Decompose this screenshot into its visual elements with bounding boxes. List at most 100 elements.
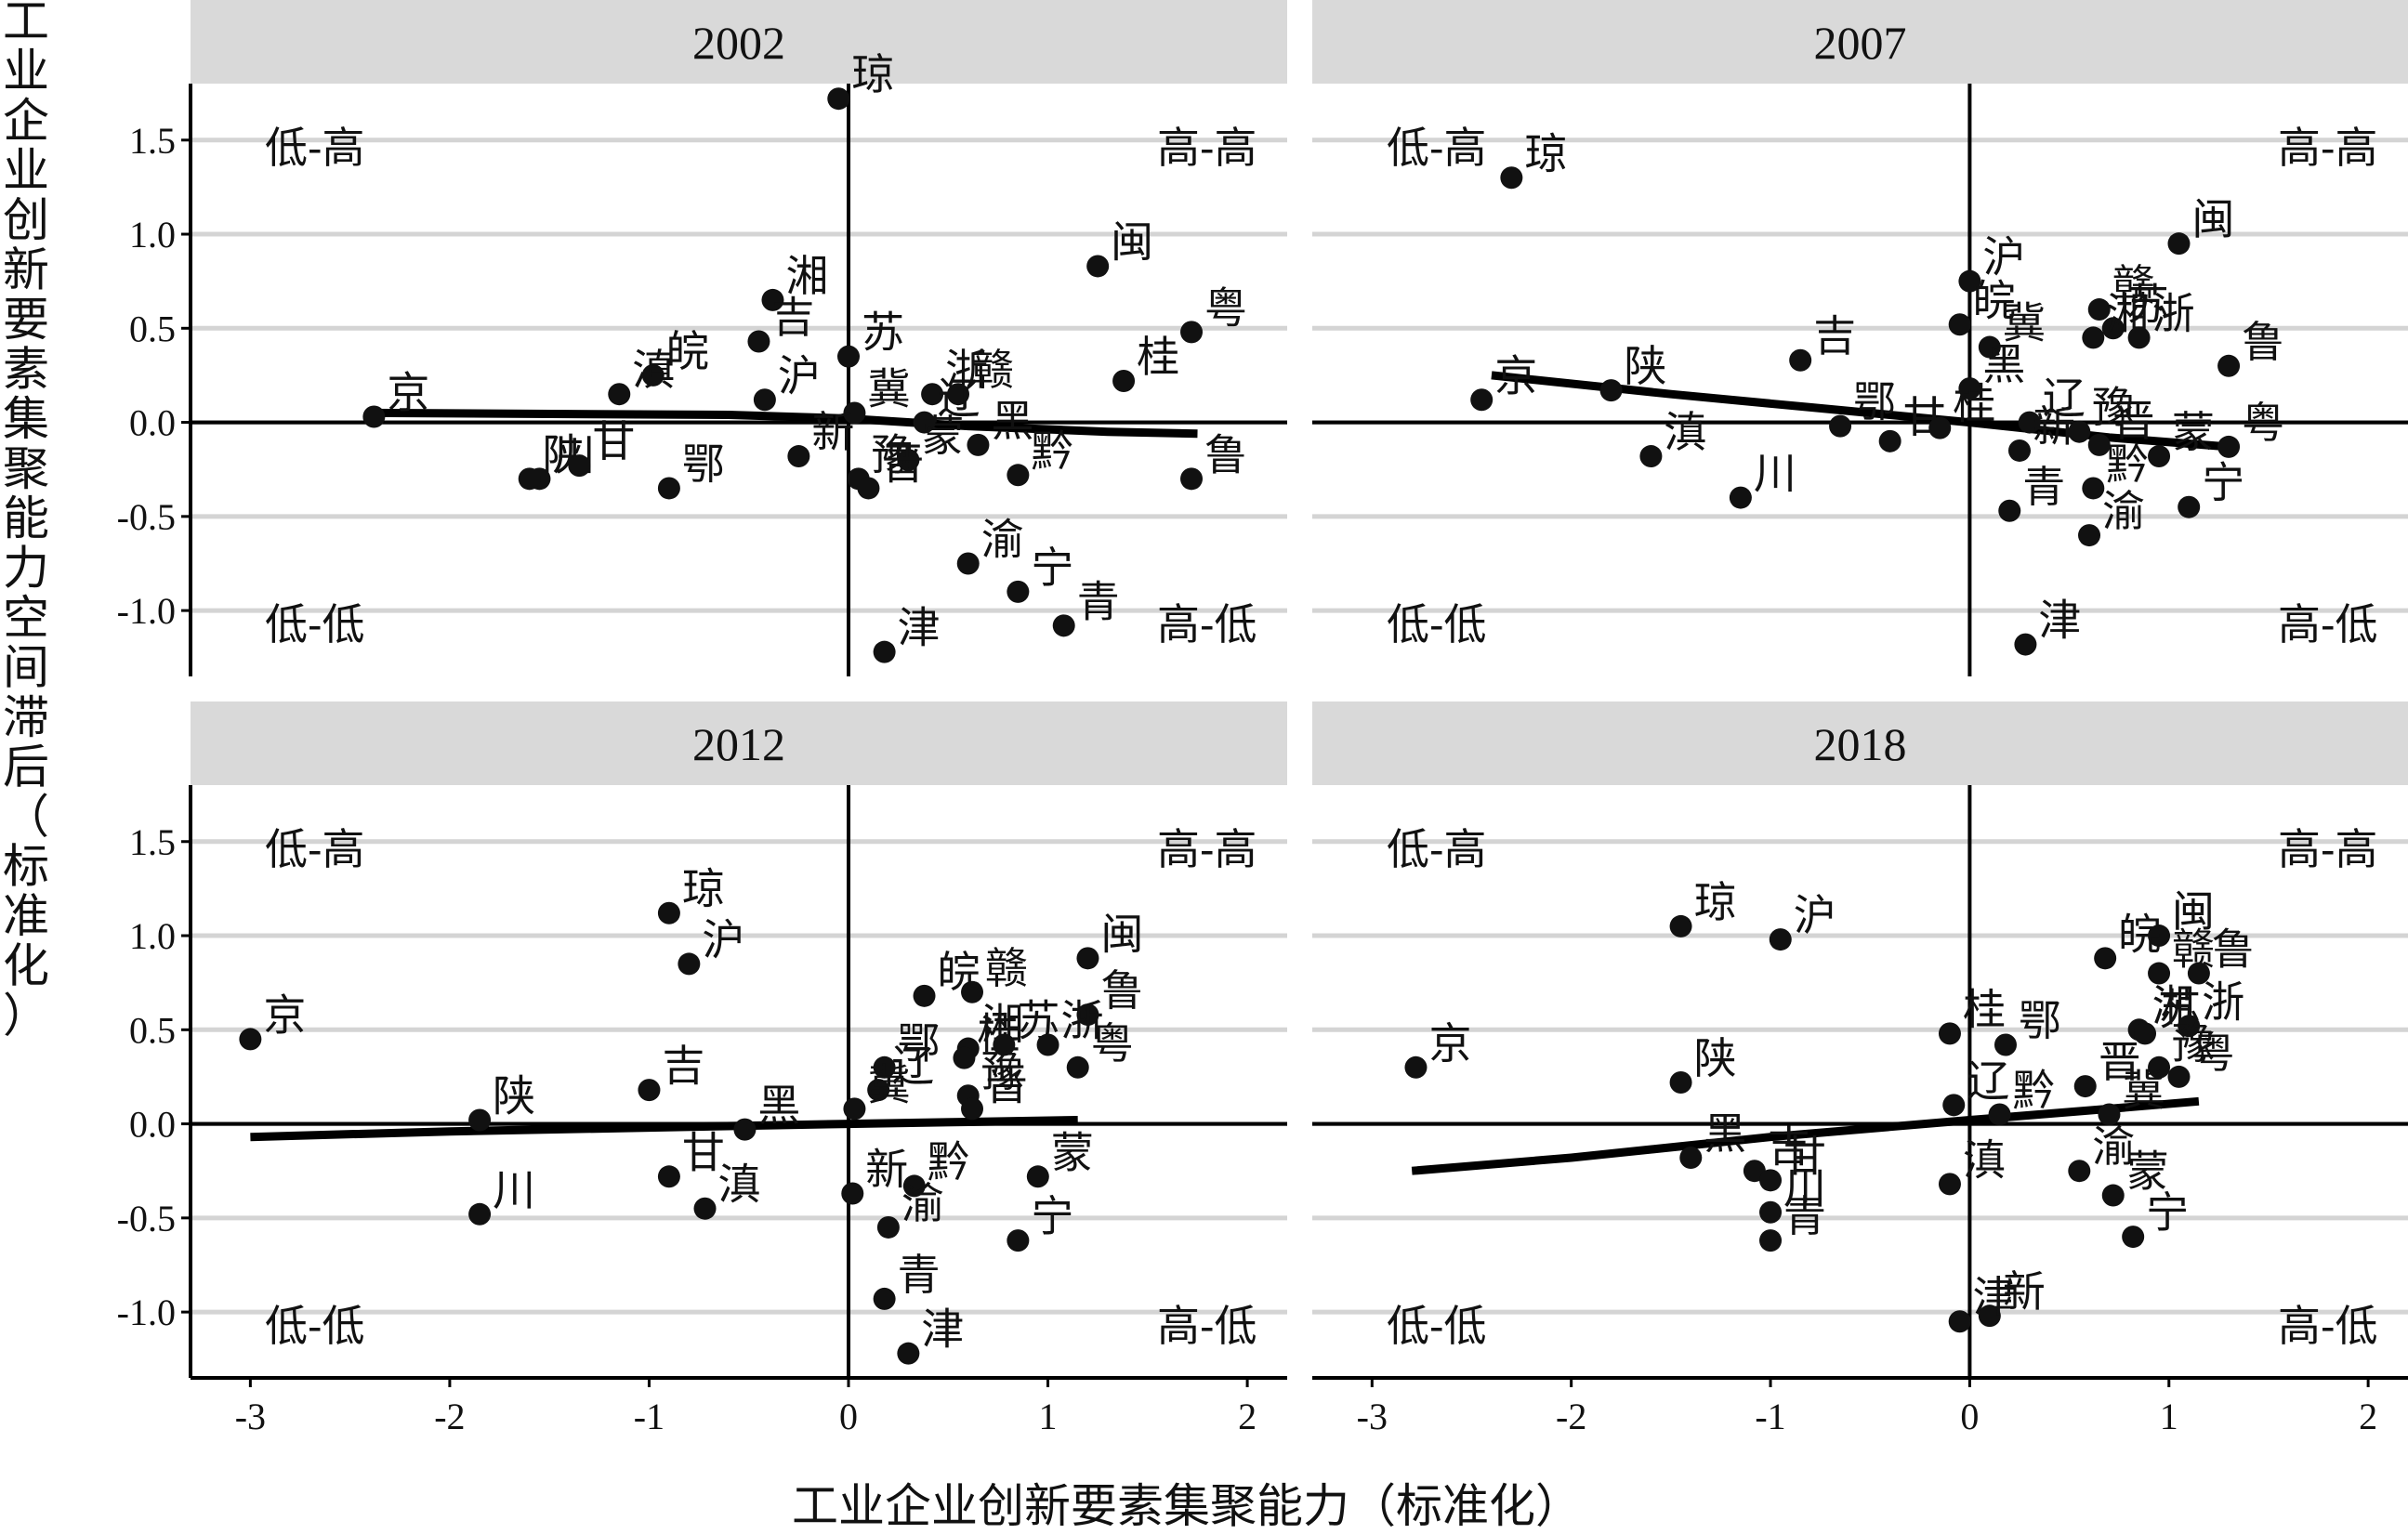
panels-layer: 2002-1.0-0.50.00.51.01.5 低-高 高-高低-低 高-低琼闽湘粤… [117, 0, 2408, 1437]
y-tick-label: 1.0 [129, 915, 176, 957]
quadrant-label: 低-低 [265, 599, 365, 649]
data-point [1500, 166, 1523, 190]
point-label: 津 [2038, 596, 2081, 646]
quadrant-label: 低-高 [265, 824, 365, 874]
data-point [993, 1033, 1016, 1056]
point-label: 陕 [1694, 1033, 1737, 1083]
data-point [2122, 1226, 2145, 1249]
point-label: 豫 [981, 1046, 1024, 1096]
data-point [2014, 633, 2037, 656]
y-tick-label: 1.5 [129, 120, 176, 162]
data-point [1076, 1003, 1099, 1027]
y-axis-title-char: 要 [3, 293, 49, 347]
data-point [913, 984, 936, 1007]
y-axis-title-char: 后 [3, 741, 49, 794]
point-label: 皖 [2118, 909, 2161, 959]
data-point [2217, 435, 2241, 458]
data-point [657, 901, 680, 924]
y-tick-label: 1.0 [129, 214, 176, 256]
point-label: 吉 [662, 1041, 704, 1091]
data-point [2148, 1055, 2171, 1079]
data-point [2101, 1184, 2125, 1207]
quadrant-label: 高-低 [2278, 599, 2378, 649]
point-label: 渝 [981, 514, 1024, 564]
point-label: 新 [811, 407, 854, 457]
point-label: 青 [1783, 1191, 1826, 1241]
point-label: 宁 [1031, 1191, 1073, 1241]
point-label: 津 [921, 1305, 964, 1355]
y-tick-label: -0.5 [117, 1198, 176, 1239]
point-label: 津 [898, 603, 941, 653]
point-label: 川 [493, 1165, 535, 1215]
panel-title: 2002 [692, 17, 785, 69]
data-point [843, 401, 866, 425]
point-label: 琼 [1524, 128, 1567, 178]
point-label: 苏 [2126, 279, 2169, 329]
y-axis-title-char: 间 [3, 641, 49, 695]
point-label: 京 [1494, 350, 1537, 400]
point-label: 鲁 [2242, 317, 2284, 367]
data-point [837, 345, 860, 368]
data-point [876, 1215, 900, 1239]
point-label: 吉 [1768, 1121, 1810, 1172]
data-point [1599, 379, 1623, 402]
data-point [1789, 348, 1812, 372]
point-label: 沪 [702, 914, 744, 964]
data-point [841, 1182, 864, 1205]
x-tick-label: -3 [235, 1396, 266, 1437]
point-label: 滇 [1664, 407, 1706, 457]
panel-title: 2012 [692, 718, 785, 770]
point-label: 琼 [851, 49, 894, 99]
point-label: 黔 [1031, 426, 1073, 476]
y-axis-title-char: 业 [3, 144, 49, 198]
point-label: 蒙 [2126, 1147, 2169, 1197]
point-label: 滇 [1963, 1134, 2006, 1185]
y-axis-title-char: 化 [3, 939, 49, 993]
point-label: 陕 [493, 1071, 535, 1121]
data-point [2148, 445, 2171, 468]
point-label: 京 [387, 367, 429, 417]
data-point [2087, 298, 2111, 321]
data-point [518, 467, 541, 491]
point-label: 新 [2033, 401, 2075, 452]
point-label: 冀 [867, 363, 910, 413]
data-point [657, 1165, 680, 1188]
data-point [1112, 370, 1136, 393]
point-label: 浙 [1061, 996, 1104, 1046]
data-point [641, 363, 665, 387]
data-point [1404, 1055, 1428, 1079]
point-label: 浙 [2152, 288, 2195, 338]
quadrant-label: 高-高 [2278, 824, 2378, 874]
point-label: 闽 [2172, 886, 2215, 937]
y-axis-title-char: 集 [3, 392, 49, 446]
data-point [2148, 962, 2171, 985]
quadrant-label: 高-高 [1157, 123, 1257, 173]
data-point [239, 1028, 262, 1051]
point-label: 蒙 [921, 411, 964, 461]
data-point [827, 87, 850, 111]
point-label: 粤 [2242, 398, 2284, 448]
axis-titles: 工业企业创新要素集聚能力（标准化） 工业企业创新要素集聚能力空间滞后（标准化） [3, 0, 1582, 1533]
data-point [1978, 1305, 2001, 1328]
data-point [468, 1108, 492, 1132]
data-point [2148, 924, 2171, 948]
data-point [921, 383, 944, 406]
data-point [1669, 1071, 1692, 1095]
point-label: 宁 [2202, 458, 2244, 508]
data-point [1988, 1103, 2011, 1126]
y-axis-title-char: 聚 [3, 442, 49, 496]
point-label: 豫 [872, 429, 915, 479]
quadrant-label: 高-低 [1157, 599, 1257, 649]
point-label: 沪 [1982, 232, 2025, 282]
data-point [1769, 928, 1792, 951]
panel-strip [1312, 701, 2408, 785]
point-label: 川 [1754, 449, 1796, 499]
point-label: 吉 [1813, 311, 1856, 361]
quadrant-label: 高-高 [2278, 123, 2378, 173]
data-point [947, 383, 969, 406]
point-label: 冀 [2003, 298, 2046, 348]
y-tick-label: 0.5 [129, 308, 176, 349]
quadrant-label: 高-低 [1157, 1301, 1257, 1351]
data-point [747, 330, 770, 353]
